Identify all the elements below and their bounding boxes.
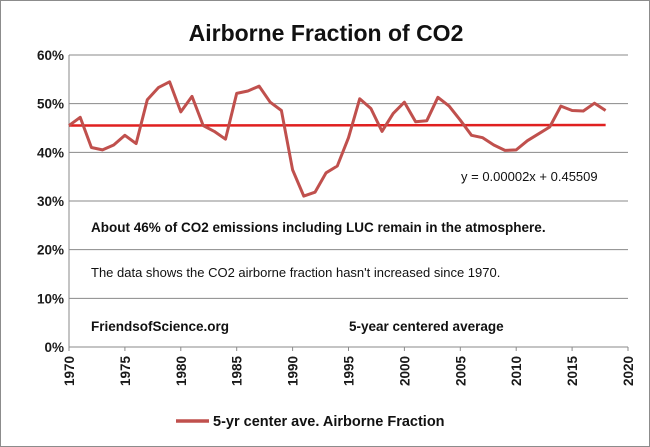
x-axis-ticks: 1970 1975 1980 1985 1990 1995 2000 2005 2010 2015… bbox=[62, 347, 636, 386]
series-line bbox=[68, 80, 607, 198]
annotation-data-note: The data shows the CO2 airborne fraction… bbox=[91, 265, 500, 280]
y-axis-ticks: 0% 10% 20% 30% 40% 50% 60% bbox=[37, 48, 64, 355]
y-tick-label: 30% bbox=[37, 194, 64, 209]
x-tick-label: 1975 bbox=[118, 355, 133, 386]
x-tick-label: 2020 bbox=[621, 356, 636, 386]
y-tick-label: 20% bbox=[37, 243, 64, 258]
gridlines bbox=[69, 54, 628, 299]
x-tick-label: 1980 bbox=[174, 356, 189, 386]
x-tick-label: 2015 bbox=[565, 355, 580, 386]
x-tick-label: 1990 bbox=[286, 356, 301, 386]
x-tick-label: 1985 bbox=[230, 355, 245, 386]
annotation-avg-note: 5-year centered average bbox=[349, 319, 504, 334]
x-tick-label: 2005 bbox=[453, 355, 468, 386]
legend-label: 5-yr center ave. Airborne Fraction bbox=[213, 414, 445, 430]
y-tick-label: 0% bbox=[44, 340, 64, 355]
x-tick-label: 1995 bbox=[342, 355, 357, 386]
trendline-equation: y = 0.00002x + 0.45509 bbox=[461, 169, 598, 184]
y-tick-label: 10% bbox=[37, 291, 64, 306]
axes bbox=[68, 55, 628, 348]
chart-title: Airborne Fraction of CO2 bbox=[189, 20, 464, 46]
x-tick-label: 2000 bbox=[397, 356, 412, 386]
x-tick-label: 1970 bbox=[62, 356, 77, 386]
annotation-main-claim: About 46% of CO2 emissions including LUC… bbox=[91, 220, 546, 235]
y-tick-label: 40% bbox=[37, 145, 64, 160]
legend: 5-yr center ave. Airborne Fraction bbox=[176, 414, 445, 430]
annotation-source: FriendsofScience.org bbox=[91, 319, 229, 334]
y-tick-label: 50% bbox=[37, 97, 64, 112]
x-tick-label: 2010 bbox=[509, 356, 524, 386]
y-tick-label: 60% bbox=[37, 48, 64, 63]
